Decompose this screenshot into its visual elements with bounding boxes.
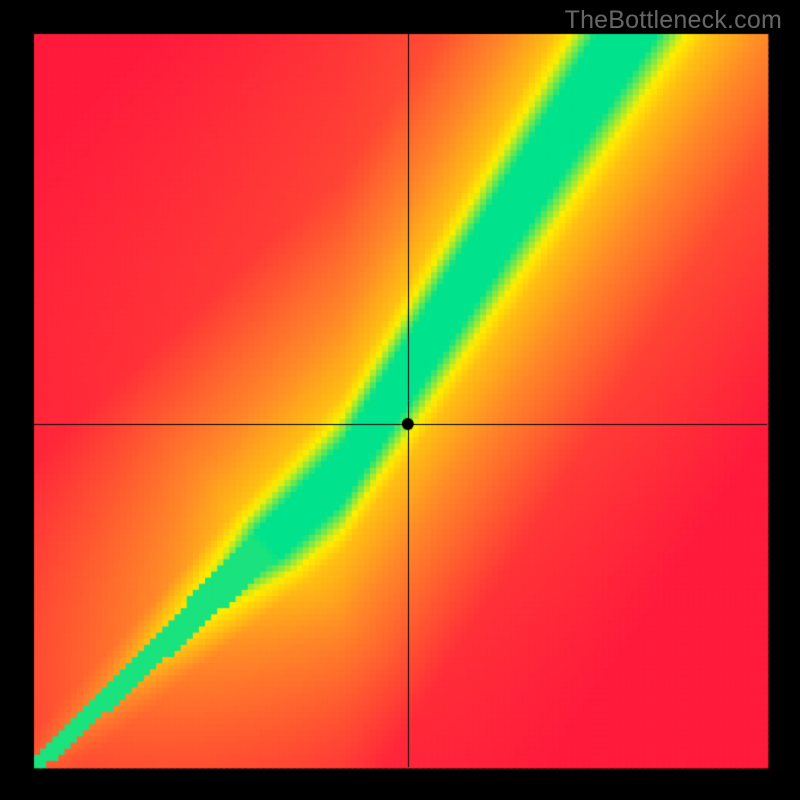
- chart-container: TheBottleneck.com: [0, 0, 800, 800]
- bottleneck-heatmap: [0, 0, 800, 800]
- watermark-text: TheBottleneck.com: [565, 6, 782, 35]
